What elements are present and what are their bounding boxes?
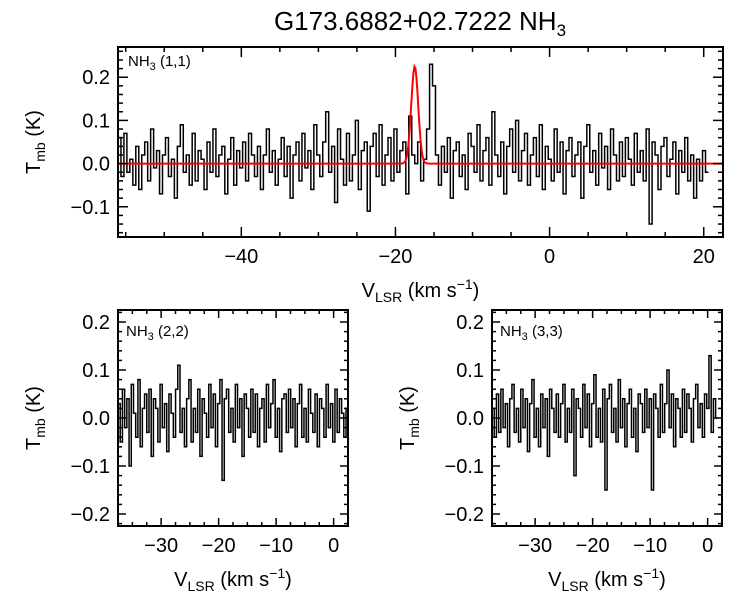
p2-line-label: NH3 (3,3): [500, 323, 563, 343]
panel-nh3-11: −40 −20 0 20 −0.1 0.0 0.1 0.2 NH3 (1,1) VLSR (km …: [23, 46, 724, 305]
p1-y-tick-label: −0.1: [71, 456, 110, 478]
p1-y-tick-label: −0.2: [71, 504, 110, 526]
p0-x-tick-label: 0: [544, 246, 555, 268]
p0-y-axis-label: Tmb (K): [23, 110, 48, 174]
p1-x-tick-label: −10: [259, 535, 293, 557]
p1-y-axis-label: Tmb (K): [23, 386, 48, 450]
p2-y-tick-label: 0.1: [456, 360, 484, 382]
p0-spectrum-line: [118, 63, 709, 225]
p0-y-tick-label: −0.1: [71, 197, 110, 219]
p0-x-tick-label: −40: [224, 246, 258, 268]
p0-x-tick-label: −20: [378, 246, 412, 268]
p2-y-tick-label: −0.1: [445, 456, 484, 478]
p1-line-label: NH3 (2,2): [126, 323, 189, 343]
p2-x-tick-label: −30: [518, 535, 552, 557]
p2-y-tick-label: 0.0: [456, 408, 484, 430]
p2-x-tick-label: −20: [576, 535, 610, 557]
p0-frame: [117, 46, 724, 238]
p2-y-tick-label: −0.2: [445, 504, 484, 526]
p1-x-tick-label: −20: [202, 535, 236, 557]
p1-y-tick-label: 0.0: [82, 408, 110, 430]
p0-y-tick-label: 0.0: [82, 154, 110, 176]
panel-nh3-22: −30 −20 −10 0 −0.2 −0.1 0.0 0.1 0.2 NH3 (2,2) VLSR…: [23, 309, 349, 594]
p0-x-axis-label: VLSR (km s−1): [362, 276, 480, 305]
p2-spectrum-line: [492, 354, 718, 491]
p1-y-tick-label: 0.1: [82, 360, 110, 382]
p2-x-tick-label: 0: [702, 535, 713, 557]
p1-spectrum-line: [118, 364, 348, 482]
p1-x-tick-label: −30: [144, 535, 178, 557]
p0-fit-line: [118, 63, 723, 165]
panel-nh3-33: −30 −20 −10 0 −0.2 −0.1 0.0 0.1 0.2 NH3 (3,3) VLSR…: [397, 309, 723, 594]
p0-x-tick-label: 20: [693, 246, 715, 268]
p1-x-tick-label: 0: [328, 535, 339, 557]
p0-line-label: NH3 (1,1): [128, 53, 191, 73]
p2-y-tick-label: 0.2: [456, 312, 484, 334]
p2-x-axis-label: VLSR (km s−1): [548, 565, 666, 594]
p0-y-tick-label: 0.2: [82, 67, 110, 89]
figure-title: G173.6882+02.7222 NH3: [274, 6, 566, 40]
p1-x-axis-label: VLSR (km s−1): [174, 565, 292, 594]
p0-y-tick-label: 0.1: [82, 110, 110, 132]
p1-y-tick-label: 0.2: [82, 312, 110, 334]
p2-x-tick-label: −10: [633, 535, 667, 557]
p2-y-axis-label: Tmb (K): [397, 386, 422, 450]
